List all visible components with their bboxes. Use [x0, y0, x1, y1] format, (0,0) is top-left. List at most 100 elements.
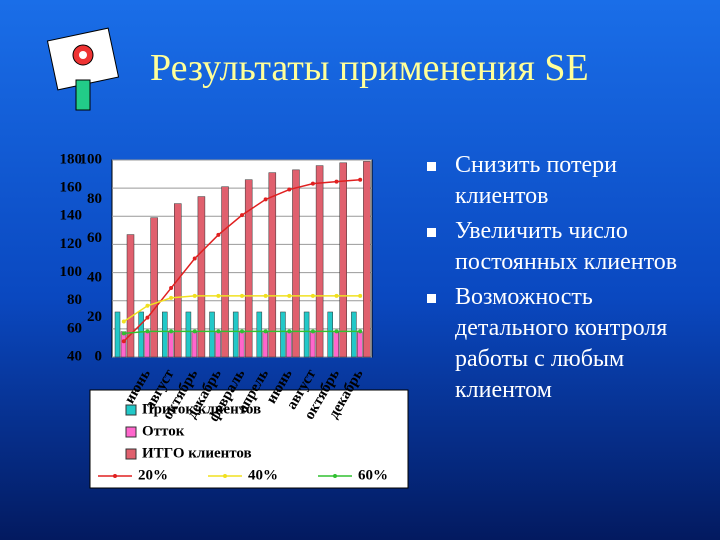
- legend-label: ИТГО клиентов: [142, 445, 252, 461]
- marker: [287, 187, 292, 192]
- marker: [334, 329, 339, 334]
- bar: [280, 311, 286, 358]
- marker: [121, 331, 126, 336]
- legend-swatch: [125, 448, 137, 460]
- marker: [145, 315, 150, 320]
- marker: [216, 329, 221, 334]
- marker: [169, 329, 174, 334]
- bar: [120, 331, 127, 358]
- bar: [144, 331, 150, 358]
- bar: [303, 311, 310, 358]
- bar: [286, 331, 292, 358]
- marker: [287, 329, 292, 334]
- legend-swatch: [125, 404, 137, 416]
- y-tick-label: 140: [60, 208, 83, 224]
- y-tick-label: 120: [60, 236, 83, 252]
- marker: [169, 295, 174, 300]
- bar: [244, 179, 253, 358]
- bar: [339, 162, 347, 358]
- marker: [310, 329, 315, 334]
- marker: [240, 213, 244, 218]
- bar: [315, 165, 324, 358]
- bullet: Снизить потери клиентов: [425, 150, 695, 212]
- bar: [292, 169, 300, 358]
- legend-marker: [223, 474, 227, 478]
- marker: [192, 256, 197, 261]
- y2-tick-label: 100: [80, 151, 103, 167]
- y-tick-label: 40: [67, 348, 82, 364]
- legend-label: Приток клиентов: [142, 401, 261, 417]
- clipart: [46, 27, 120, 111]
- bar: [126, 234, 135, 358]
- y2-tick-label: 60: [87, 230, 102, 246]
- bar: [262, 331, 269, 358]
- marker: [121, 319, 126, 324]
- marker: [145, 303, 150, 308]
- legend-swatch: [125, 426, 137, 438]
- y-tick-label: 180: [60, 151, 83, 167]
- slide-title: Результаты применения SE: [150, 47, 589, 89]
- bar: [168, 331, 174, 358]
- marker: [263, 329, 268, 334]
- y-tick-label: 80: [67, 292, 82, 308]
- marker: [358, 177, 363, 182]
- bar: [327, 311, 333, 358]
- marker: [310, 293, 315, 298]
- bar: [232, 311, 239, 358]
- bar: [363, 161, 371, 358]
- bar: [268, 172, 277, 358]
- legend-label: 20%: [138, 467, 168, 483]
- marker: [121, 339, 126, 344]
- bar: [333, 331, 339, 358]
- bar: [197, 196, 206, 358]
- bar: [221, 186, 229, 358]
- bar: [162, 311, 168, 358]
- legend-label: 60%: [358, 467, 388, 483]
- bar: [256, 311, 263, 358]
- marker: [216, 232, 221, 237]
- marker: [240, 329, 244, 334]
- marker: [192, 293, 197, 298]
- bar: [138, 311, 144, 358]
- marker: [263, 293, 268, 298]
- bar: [309, 331, 316, 358]
- bar: [215, 331, 221, 358]
- y-tick-label: 60: [67, 320, 82, 336]
- bar: [150, 217, 158, 358]
- marker: [358, 293, 363, 298]
- y-tick-label: 160: [60, 180, 83, 196]
- bar: [238, 331, 245, 358]
- bullet: Возможность детального контроля работы с…: [425, 282, 695, 406]
- bar: [357, 331, 363, 358]
- marker: [240, 293, 244, 298]
- legend-marker: [113, 474, 117, 478]
- bullet-list: Снизить потери клиентов Увеличить число …: [425, 150, 695, 410]
- legend-box: [89, 389, 409, 489]
- y2-tick-label: 40: [87, 270, 102, 286]
- marker: [334, 293, 339, 298]
- marker: [169, 286, 174, 291]
- y-tick-label: 100: [60, 264, 83, 280]
- marker: [287, 293, 292, 298]
- bar: [185, 311, 192, 358]
- y2-tick-label: 80: [87, 191, 102, 207]
- marker: [145, 329, 150, 334]
- bar: [191, 331, 198, 358]
- marker: [192, 329, 197, 334]
- y2-tick-label: 20: [87, 309, 102, 325]
- bullet: Увеличить число постоянных клиентов: [425, 216, 695, 278]
- legend-label: Отток: [142, 423, 185, 439]
- bar: [114, 311, 121, 358]
- marker: [216, 293, 221, 298]
- marker: [310, 181, 315, 186]
- legend-label: 40%: [248, 467, 278, 483]
- legend-marker: [333, 474, 337, 478]
- marker: [263, 197, 268, 202]
- marker: [358, 329, 363, 334]
- marker: [334, 179, 339, 184]
- bar: [351, 311, 357, 358]
- y2-tick-label: 0: [95, 348, 103, 364]
- bar: [209, 311, 215, 358]
